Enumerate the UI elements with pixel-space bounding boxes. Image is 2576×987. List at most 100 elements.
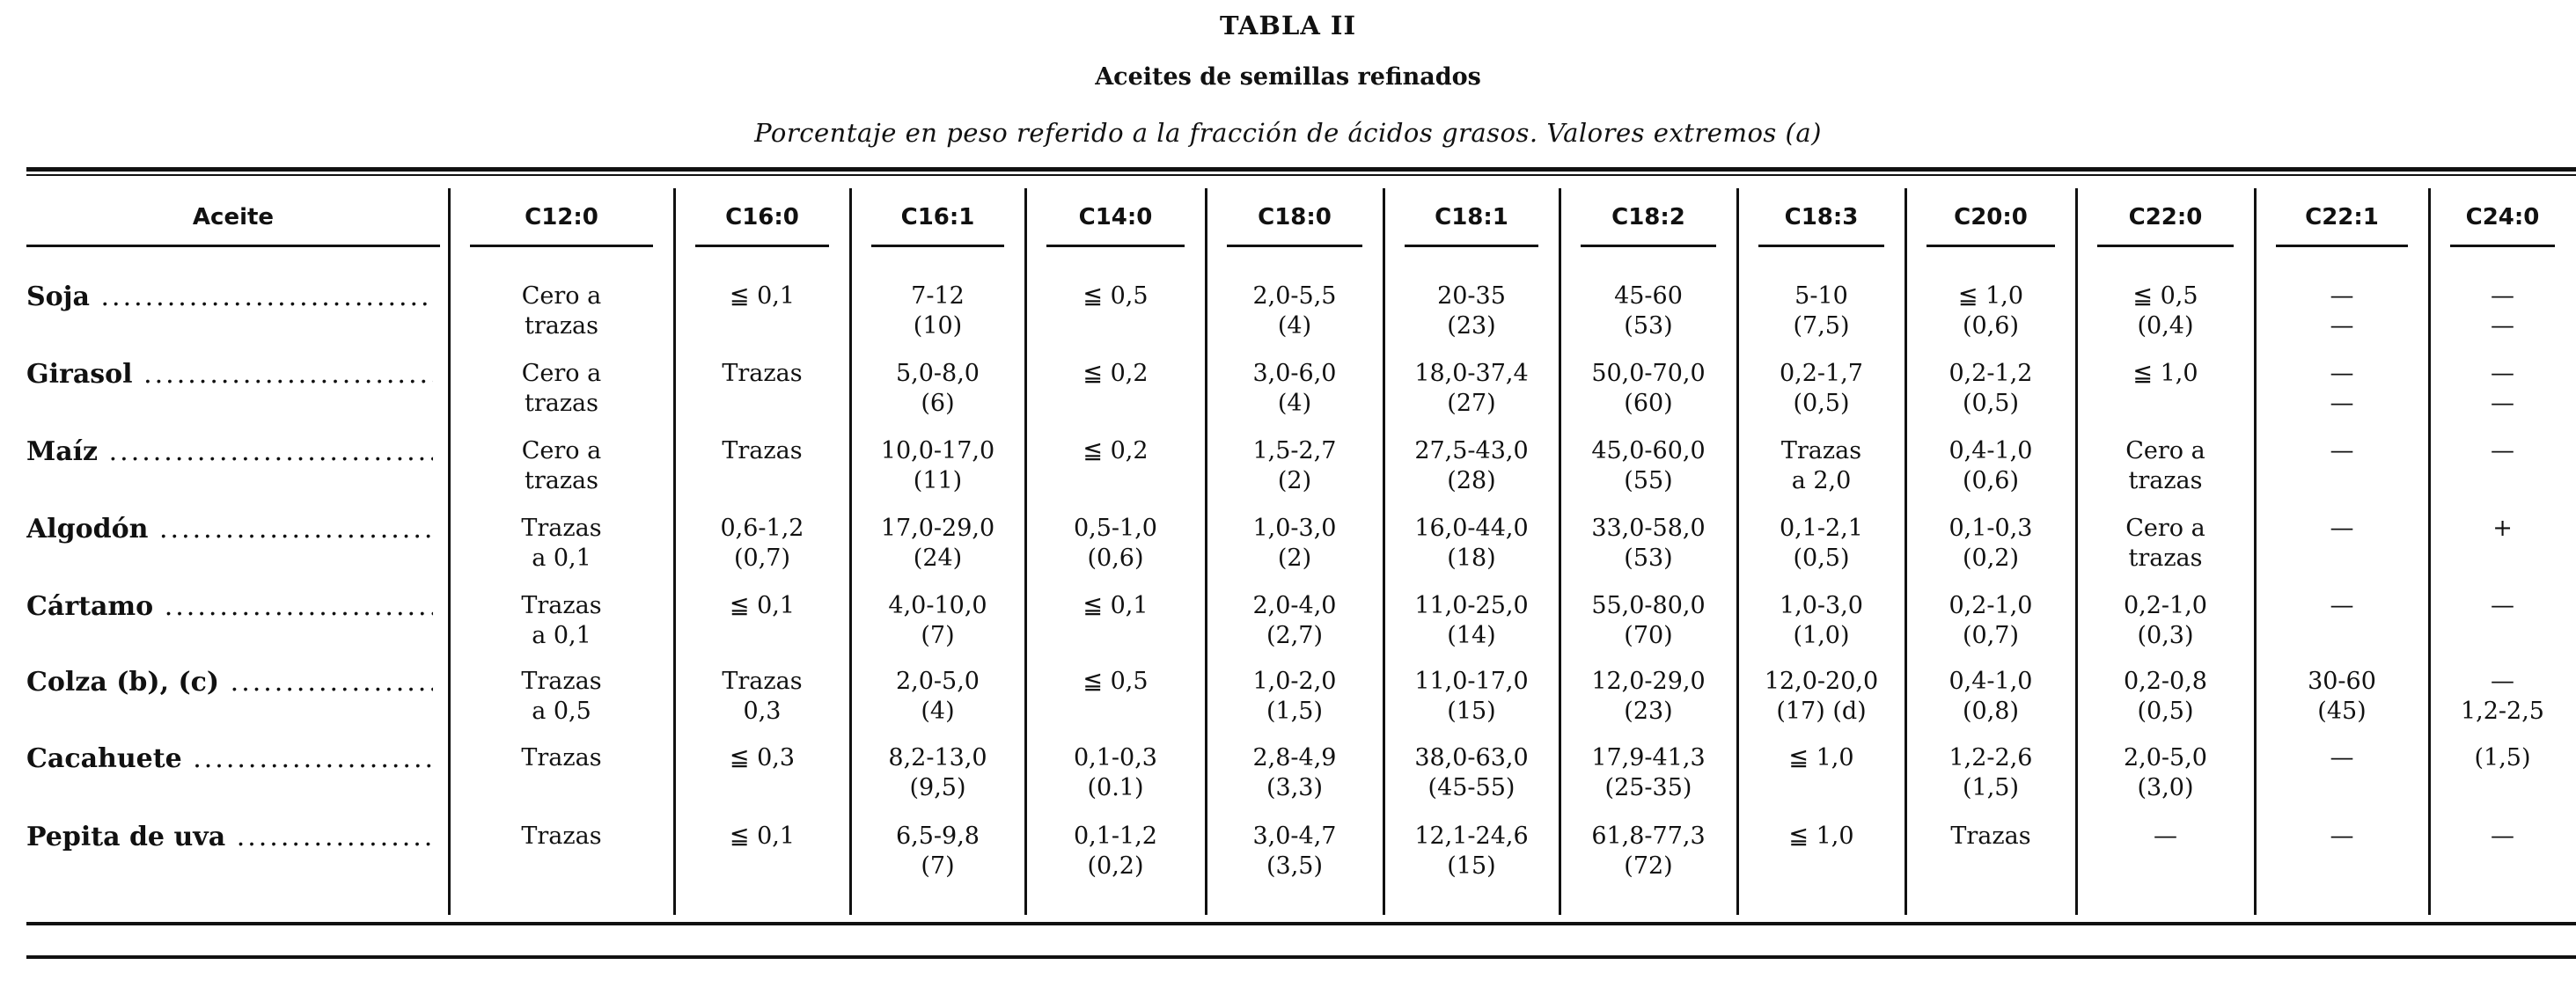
bottom-rule-upper xyxy=(26,922,2576,925)
cell-value: (1,5) xyxy=(2474,744,2531,771)
cell-subvalue: (23) xyxy=(1624,698,1673,725)
table-cell: 0,6-1,2 (0,7) xyxy=(674,514,850,574)
leader-dots: ........................................… xyxy=(143,359,433,390)
table-cell: 33,0-58,0 (53) xyxy=(1560,514,1737,574)
cell-value: 0,2-1,0 xyxy=(1949,592,2033,619)
table-cell: ≦ 0,1 xyxy=(674,822,850,881)
cell-value: 0,2-1,2 xyxy=(1949,360,2033,387)
header-underline xyxy=(1926,245,2055,247)
cell-subvalue: a 2,0 xyxy=(1791,467,1852,494)
cell-value: — xyxy=(2491,282,2514,310)
cell-subvalue: trazas xyxy=(2128,545,2203,572)
cell-value: 1,0-3,0 xyxy=(1779,592,1863,619)
table-cell: Cero a trazas xyxy=(2076,436,2255,496)
table-cell: 0,1-1,2 (0,2) xyxy=(1025,822,1206,881)
cell-subvalue xyxy=(2429,773,2576,803)
cell-value: ≦ 0,5 xyxy=(2132,282,2198,310)
table-cell: 30-60 (45) xyxy=(2255,667,2429,727)
column-header: C18:2 xyxy=(1611,204,1685,230)
table-cell: ≦ 0,5 xyxy=(1025,667,1206,727)
cell-value: 3,0-6,0 xyxy=(1252,360,1337,387)
column-header: C18:1 xyxy=(1435,204,1508,230)
cell-value: Cero a xyxy=(521,360,602,387)
table-cell: Trazas xyxy=(1905,822,2076,881)
oil-label: Pepita de uva xyxy=(26,822,226,852)
cell-subvalue: (1,5) xyxy=(1266,698,1323,725)
cell-value: — xyxy=(2330,515,2354,542)
cell-subvalue: (7) xyxy=(921,622,955,649)
cell-subvalue xyxy=(449,852,674,881)
cell-subvalue xyxy=(1025,466,1206,496)
table-cell: 11,0-17,0 (15) xyxy=(1383,667,1560,727)
table-cell: Trazas a 2,0 xyxy=(1737,436,1905,496)
cell-subvalue: (2) xyxy=(1277,467,1312,494)
cell-subvalue: (1,5) xyxy=(1962,774,2019,801)
table-cell: 1,2-2,6 (1,5) xyxy=(1905,743,2076,803)
table-cell: 2,8-4,9 (3,3) xyxy=(1206,743,1383,803)
table-cell: ≦ 1,0 xyxy=(1737,743,1905,803)
table-cell: Cero a trazas xyxy=(449,436,674,496)
cell-value: ≦ 0,5 xyxy=(1083,282,1149,310)
table-cell: 6,5-9,8 (7) xyxy=(850,822,1025,881)
table-cell: ≦ 0,1 xyxy=(1025,591,1206,651)
column-divider xyxy=(673,188,676,915)
cell-value: 0,2-1,0 xyxy=(2123,592,2207,619)
table-cell: ≦ 0,3 xyxy=(674,743,850,803)
leader-dots: ........................................… xyxy=(100,281,434,312)
cell-value: ≦ 0,5 xyxy=(1083,668,1149,695)
oil-name: Cacahuete ..............................… xyxy=(26,743,433,774)
oil-label: Algodón xyxy=(26,514,149,545)
cell-subvalue: (11) xyxy=(913,467,963,494)
cell-value: 5,0-8,0 xyxy=(895,360,980,387)
cell-subvalue xyxy=(1025,389,1206,419)
cell-value: Cero a xyxy=(2125,437,2205,464)
table-cell: 1,0-3,0 (2) xyxy=(1206,514,1383,574)
table-cell: + xyxy=(2429,514,2576,574)
oil-name: Cártamo ................................… xyxy=(26,591,433,622)
cell-value: 0,5-1,0 xyxy=(1073,515,1157,542)
cell-subvalue xyxy=(2429,466,2576,496)
header-underline xyxy=(1758,245,1884,247)
column-divider xyxy=(2075,188,2078,915)
table-cell: ≦ 1,0 xyxy=(2076,359,2255,419)
cell-value: ≦ 1,0 xyxy=(1788,744,1854,771)
cell-value: 30-60 xyxy=(2308,668,2376,695)
top-rule-thick xyxy=(26,167,2576,172)
table-cell: ≦ 0,5 xyxy=(1025,281,1206,341)
cell-value: 61,8-77,3 xyxy=(1591,822,1706,850)
table-cell: 8,2-13,0 (9,5) xyxy=(850,743,1025,803)
oil-name: Colza (b), (c) .........................… xyxy=(26,667,433,698)
table-cell: 0,4-1,0 (0,6) xyxy=(1905,436,2076,496)
top-rule-thin xyxy=(26,174,2576,176)
cell-subvalue: (3,5) xyxy=(1266,852,1323,880)
table-cell: 17,9-41,3 (25-35) xyxy=(1560,743,1737,803)
cell-subvalue xyxy=(1737,852,1905,881)
cell-value: Trazas xyxy=(521,515,602,542)
table-cell: 17,0-29,0 (24) xyxy=(850,514,1025,574)
table-cell: 3,0-4,7 (3,5) xyxy=(1206,822,1383,881)
cell-subvalue: (0,5) xyxy=(2137,698,2194,725)
cell-value: 0,2-1,7 xyxy=(1779,360,1863,387)
cell-value: — xyxy=(2330,822,2354,850)
cell-value: 0,6-1,2 xyxy=(720,515,804,542)
column-divider xyxy=(1383,188,1385,915)
cell-subvalue xyxy=(2429,544,2576,574)
table-cell: Trazas xyxy=(674,359,850,419)
cell-value: 6,5-9,8 xyxy=(895,822,980,850)
cell-subvalue: (18) xyxy=(1447,545,1496,572)
cell-value: 7-12 xyxy=(911,282,965,310)
table-cell: 20-35 (23) xyxy=(1383,281,1560,341)
oil-name: Girasol ................................… xyxy=(26,359,433,390)
table-cell: Trazas xyxy=(449,743,674,803)
table-cell: 55,0-80,0 (70) xyxy=(1560,591,1737,651)
cell-subvalue: (0,8) xyxy=(1962,698,2019,725)
header-underline xyxy=(695,245,829,247)
table-cell: 7-12 (10) xyxy=(850,281,1025,341)
cell-value: 27,5-43,0 xyxy=(1414,437,1529,464)
cell-subvalue: 1,2-2,5 xyxy=(2460,698,2544,725)
table-cell: 1,0-2,0 (1,5) xyxy=(1206,667,1383,727)
column-header: Aceite xyxy=(192,204,275,230)
leader-dots: ........................................… xyxy=(159,514,433,545)
cell-subvalue: (55) xyxy=(1624,467,1673,494)
cell-value: 0,2-0,8 xyxy=(2123,668,2207,695)
